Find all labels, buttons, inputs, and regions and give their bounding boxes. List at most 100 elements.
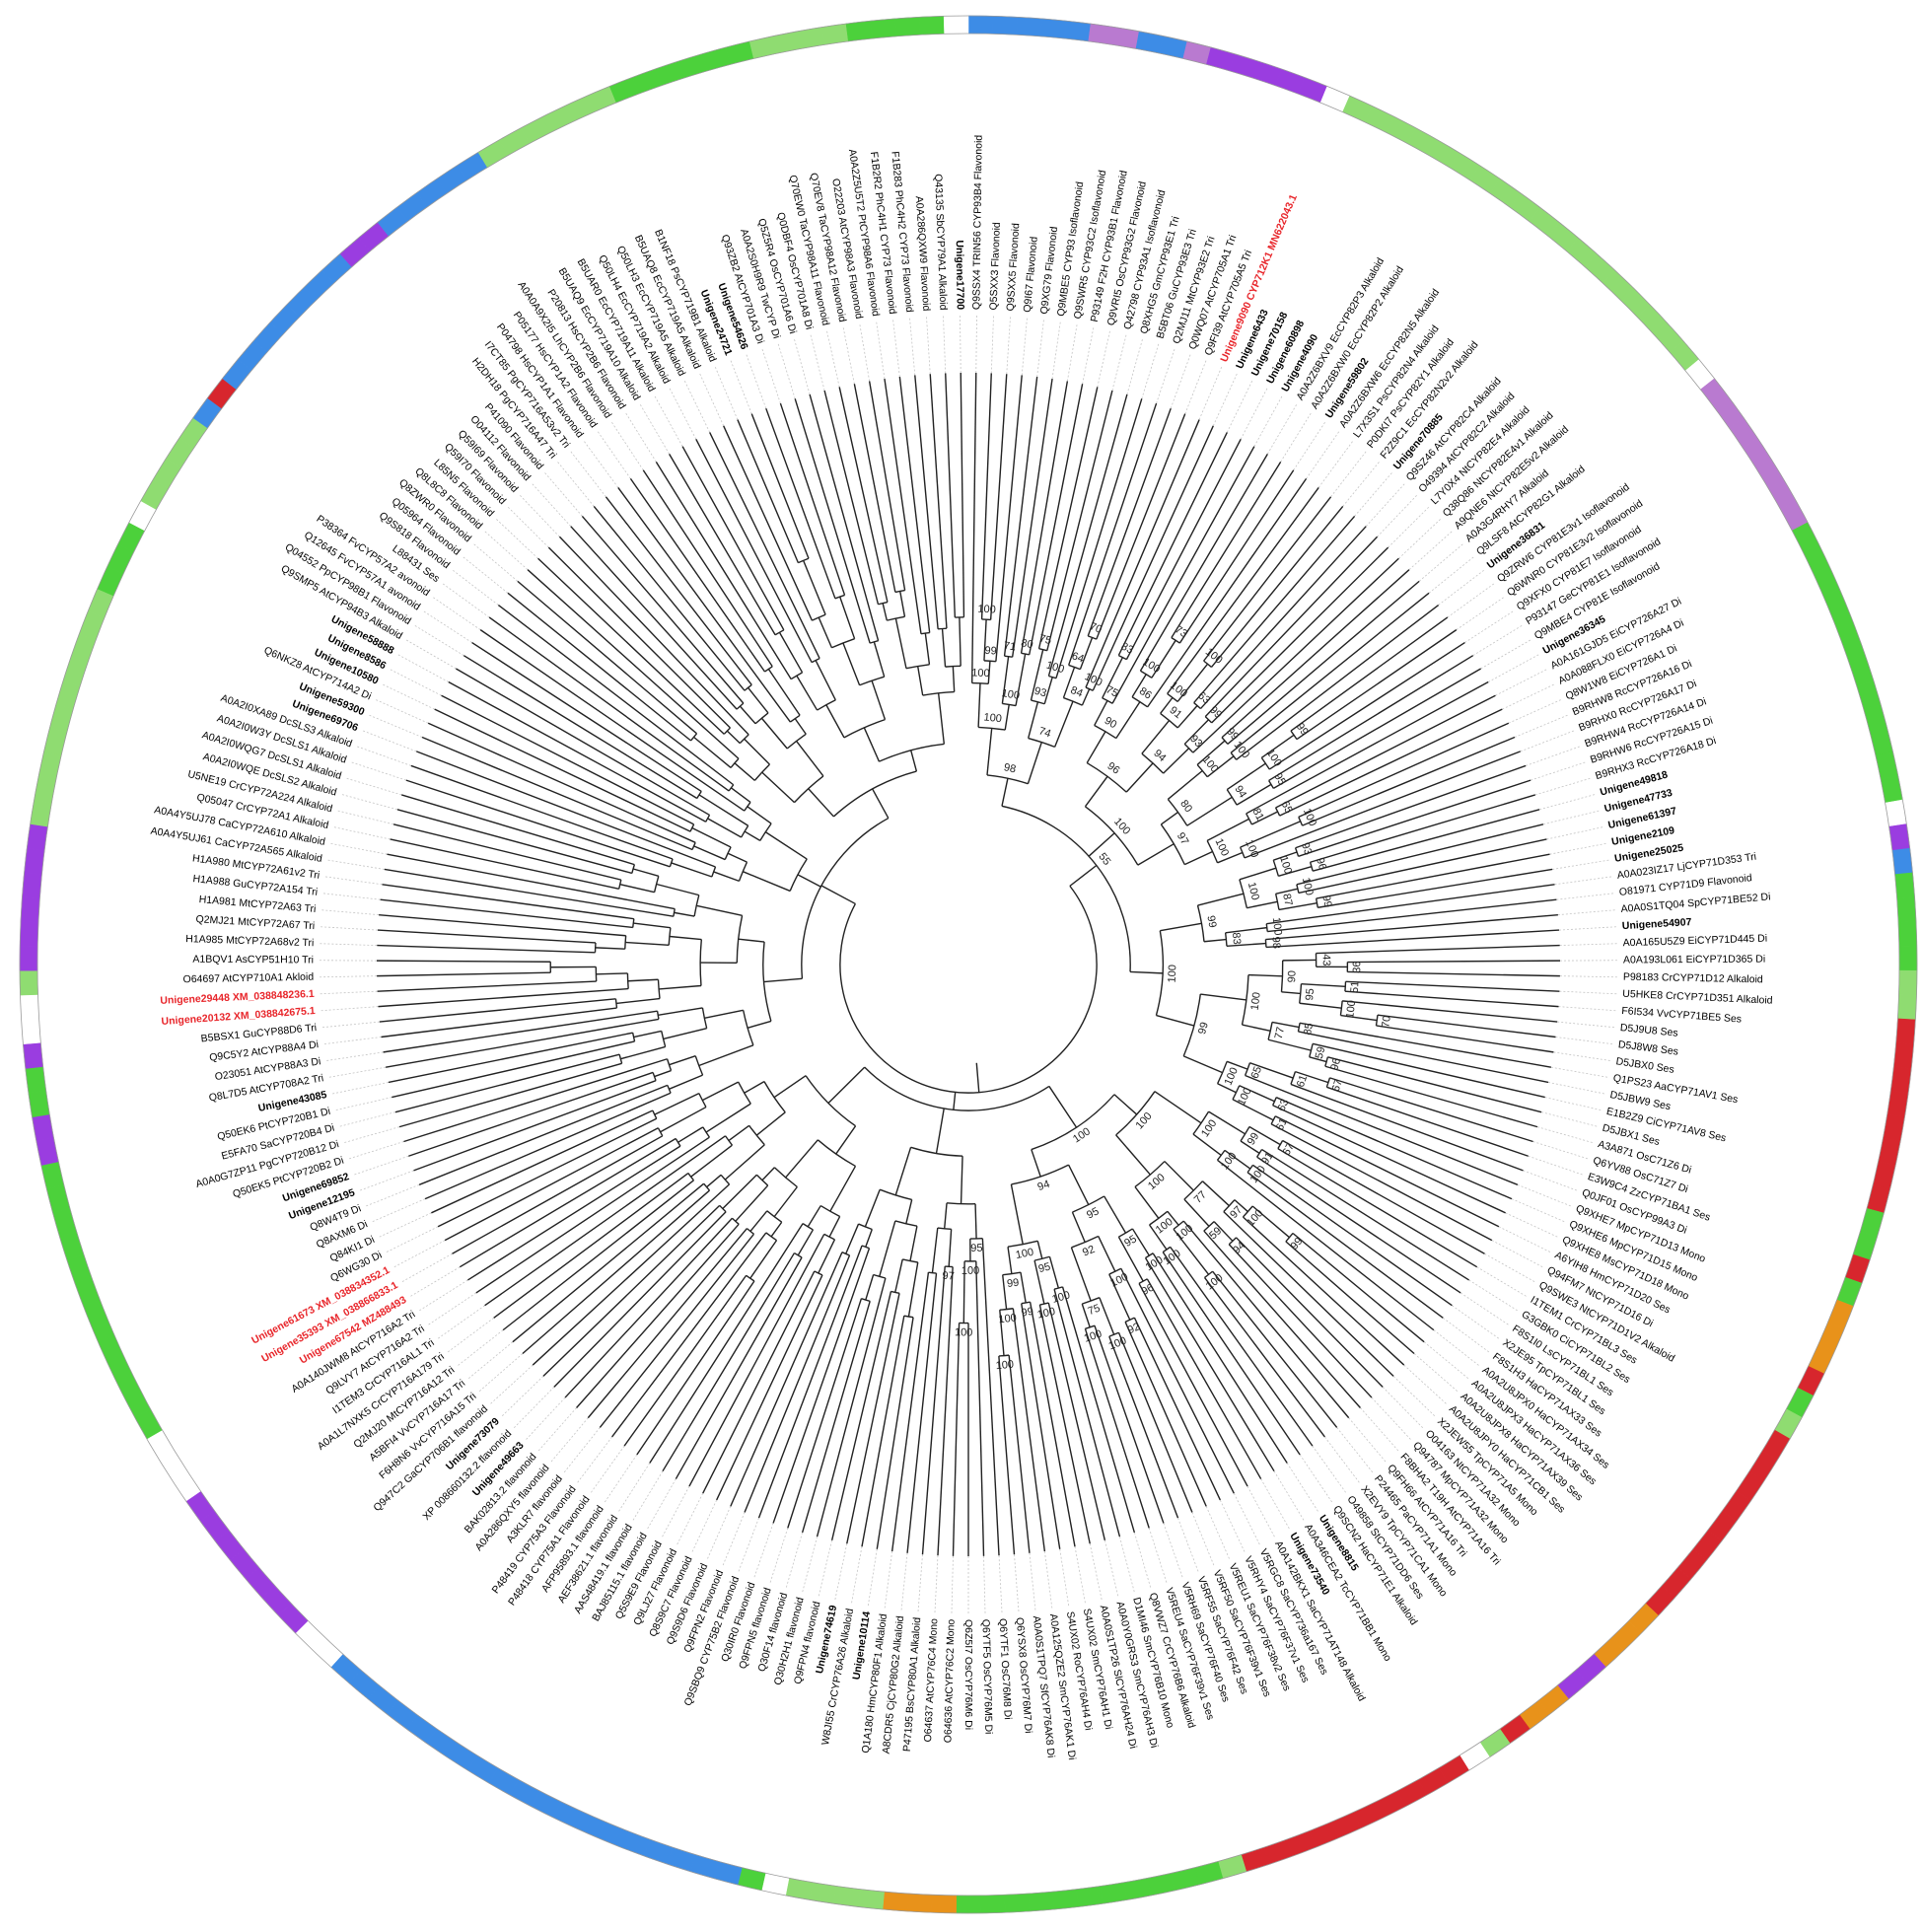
leader-line (342, 1126, 400, 1144)
ring-segment (1076, 1886, 1104, 1907)
leader-line (589, 1445, 625, 1495)
leader-line (818, 1539, 833, 1599)
leader-line (859, 322, 871, 382)
leaf-label: P98183 CrCYP71D12 Alkaloid (1623, 971, 1763, 986)
tree-branch (698, 794, 749, 826)
tree-branch (1160, 696, 1174, 714)
leader-line (1388, 505, 1431, 548)
leader-line (760, 347, 781, 404)
tree-branch (1046, 390, 1113, 651)
tree-branch (1160, 922, 1202, 932)
tree-branch (383, 1010, 658, 1053)
tree-branch (1273, 851, 1298, 861)
tree-branch (734, 762, 755, 781)
tree-branch (1133, 1317, 1221, 1501)
leader-line (1021, 316, 1029, 376)
leaf-label: P47195 BsCYP80A1 Alkaloid (901, 1616, 924, 1752)
bootstrap-value: 100 (1167, 965, 1179, 983)
tree-branch (596, 972, 628, 975)
tree-branch (558, 536, 749, 736)
leaf-label: D5J9U8 Ses (1619, 1022, 1678, 1039)
leader-line (1240, 386, 1269, 440)
tree-branch (654, 1069, 672, 1078)
tree-branch (434, 708, 691, 832)
tree-branch (619, 883, 655, 894)
leader-line (536, 1407, 577, 1453)
bootstrap-value: 92 (1081, 1244, 1097, 1259)
tree-branch (1029, 1302, 1076, 1547)
leader-line (542, 470, 583, 517)
tree-branch (615, 997, 661, 1005)
leader-line (556, 460, 595, 507)
bootstrap-value: 100 (1270, 917, 1284, 937)
tree-branch (747, 806, 772, 824)
bootstrap-value: 95 (1122, 1233, 1139, 1250)
tree-branch (403, 1058, 668, 1143)
leader-line (506, 505, 549, 548)
leader-line (364, 1183, 420, 1208)
tree-branch (820, 885, 856, 905)
tree-branch (1223, 1211, 1394, 1377)
ring-segment (1896, 896, 1917, 923)
tree-branch (1125, 439, 1242, 660)
tree-branch (761, 1167, 775, 1181)
ring-segment (1171, 1867, 1200, 1892)
leaf-label: U5HKE8 CrCYP71D351 Alkaloid (1622, 988, 1773, 1007)
tree-branch (1096, 413, 1186, 640)
tree-branch (980, 373, 992, 619)
leader-line (850, 1546, 863, 1606)
leader-line (1318, 439, 1355, 488)
tree-branch (427, 722, 696, 843)
leader-line (1184, 358, 1208, 414)
tree-branch (1299, 1022, 1552, 1068)
leader-line (1177, 1517, 1200, 1574)
leaf-label: A0A193L061 EiCYP71D365 Di (1623, 954, 1765, 966)
leaf-label: Q6YTF5 OsCYP76M5 Di (979, 1619, 994, 1735)
leader-line (500, 1376, 544, 1418)
tree-branch (1131, 1228, 1150, 1256)
leader-line (1456, 596, 1506, 630)
ring-segment (43, 727, 68, 756)
tree-branch (1266, 884, 1555, 925)
tree-branch (770, 1221, 783, 1238)
tree-branch (1217, 1159, 1435, 1331)
tree-branch (894, 617, 907, 669)
leader-line (1306, 429, 1341, 479)
leader-line (582, 439, 619, 488)
tree-branch (595, 947, 625, 950)
tree-branch (663, 1028, 707, 1040)
tree-branch (1272, 1105, 1506, 1214)
ring-segment (1182, 40, 1212, 65)
tree-branch (1309, 1056, 1327, 1063)
tree-branch (941, 628, 947, 668)
tree-branch (418, 1084, 669, 1185)
tree-branch (726, 730, 741, 745)
tree-branch (1246, 680, 1489, 815)
tree-branch (497, 604, 735, 786)
leader-line (1558, 926, 1618, 931)
bootstrap-value: 100 (1277, 855, 1294, 876)
tree-branch (744, 738, 770, 765)
leader-line (512, 1387, 555, 1430)
tree-branch (1047, 1302, 1106, 1540)
leader-line (377, 1212, 432, 1239)
tree-branch (738, 938, 765, 943)
tree-branch (1327, 1056, 1542, 1113)
tree-branch (517, 580, 697, 735)
tree-branch (1155, 930, 1165, 1016)
leader-line (785, 1532, 804, 1590)
tree-branch (479, 629, 746, 812)
bootstrap-value: 80 (1177, 798, 1194, 815)
tree-branch (959, 616, 962, 667)
tree-branch (693, 845, 726, 861)
tree-branch (636, 1280, 755, 1456)
tree-branch (1312, 1042, 1545, 1099)
tree-branch (1120, 1267, 1235, 1494)
tree-branch (730, 1252, 843, 1507)
leader-line (1498, 1226, 1552, 1253)
tree-branch (808, 788, 834, 818)
ring-segment (894, 17, 921, 37)
tree-branch (907, 1261, 919, 1318)
bootstrap-value: 77 (1192, 1189, 1209, 1206)
ring-segment (25, 1066, 46, 1094)
